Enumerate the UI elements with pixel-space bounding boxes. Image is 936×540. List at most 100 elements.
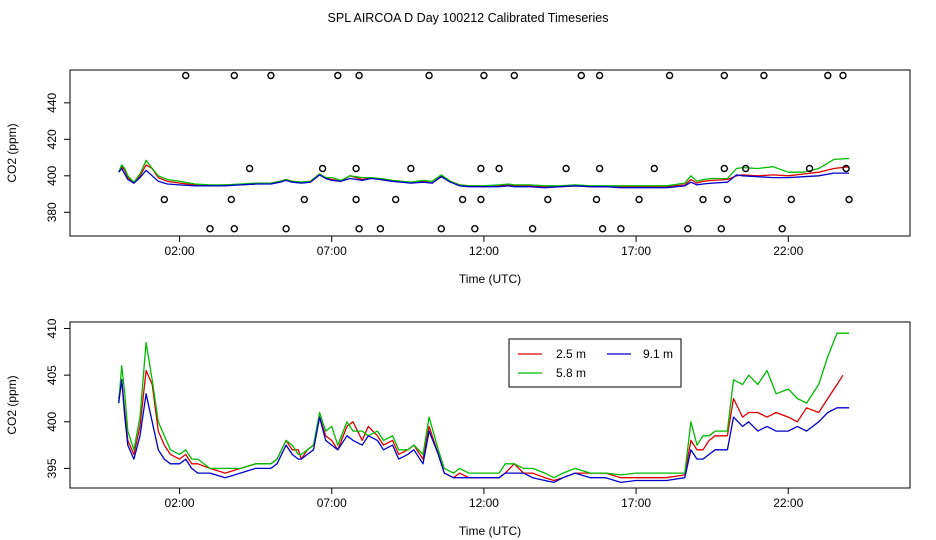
series-line-9-1-m <box>118 167 850 189</box>
y-tick-label: 395 <box>45 458 59 478</box>
sample-marker <box>650 164 658 173</box>
sample-marker <box>684 224 692 233</box>
y-tick-label: 440 <box>45 93 59 113</box>
sample-marker <box>267 71 275 80</box>
sample-marker <box>495 164 503 173</box>
y-tick-label: 410 <box>45 318 59 338</box>
legend-box <box>508 338 682 388</box>
top-panel-frame <box>69 69 911 237</box>
legend-label-9-1m: 9.1 m <box>643 347 673 361</box>
sample-marker <box>842 164 850 173</box>
sample-marker <box>720 71 728 80</box>
sample-marker <box>376 224 385 233</box>
bottom-panel-x-label: Time (UTC) <box>459 524 521 538</box>
sample-marker <box>510 71 518 80</box>
sample-marker <box>352 164 360 173</box>
sample-marker <box>300 195 308 204</box>
sample-marker <box>282 224 290 233</box>
sample-marker <box>839 71 847 80</box>
sample-marker <box>355 71 363 80</box>
x-tick-label: 22:00 <box>773 244 803 258</box>
y-tick-label: 405 <box>45 365 59 385</box>
sample-marker <box>699 195 707 204</box>
legend-label-2-5m: 2.5 m <box>556 347 586 361</box>
sample-marker <box>334 71 342 80</box>
sample-marker <box>352 195 360 204</box>
bottom-panel-series <box>118 332 850 484</box>
x-tick-label: 12:00 <box>469 244 499 258</box>
sample-marker <box>458 195 467 204</box>
bottom-panel-frame <box>69 321 911 489</box>
y-tick-label: 400 <box>45 411 59 431</box>
sample-marker <box>181 71 190 80</box>
x-tick-label: 07:00 <box>317 496 347 510</box>
sample-marker <box>528 224 537 233</box>
sample-marker <box>778 224 786 233</box>
sample-marker <box>160 195 169 204</box>
sample-marker <box>437 224 445 233</box>
sample-marker <box>595 164 604 173</box>
sample-marker <box>720 164 728 173</box>
top-panel-y-label: CO2 (ppm) <box>5 123 19 182</box>
top-panel: 02:00 07:00 12:00 17:00 22:00 380 400 420 440 T… <box>5 69 911 286</box>
sample-marker <box>665 71 674 80</box>
sample-marker <box>407 164 415 173</box>
sample-marker <box>318 164 327 173</box>
sample-marker <box>595 71 604 80</box>
sample-marker <box>592 195 601 204</box>
figure-title: SPL AIRCOA D Day 100212 Calibrated Times… <box>328 11 609 25</box>
x-tick-label: 02:00 <box>165 496 195 510</box>
legend-label-5-8m: 5.8 m <box>556 366 586 380</box>
series-line-5-8-m <box>118 157 850 187</box>
sample-marker <box>717 224 725 233</box>
sample-marker <box>230 224 239 233</box>
sample-marker <box>562 164 570 173</box>
sample-marker <box>760 71 768 80</box>
sample-marker <box>392 195 400 204</box>
sample-marker <box>635 195 643 204</box>
sample-marker <box>230 71 239 80</box>
legend: 2.5 m 5.8 m 9.1 m <box>508 338 682 388</box>
series-line-9-1-m <box>118 379 850 484</box>
sample-marker <box>206 224 214 233</box>
sample-marker <box>723 195 732 204</box>
sample-marker <box>227 195 236 204</box>
sample-marker <box>480 71 488 80</box>
series-line-5-8-m <box>118 332 850 479</box>
sample-marker <box>598 224 607 233</box>
sample-marker <box>355 224 363 233</box>
top-panel-series <box>118 157 850 189</box>
y-tick-label: 420 <box>45 129 59 149</box>
x-tick-label: 22:00 <box>773 496 803 510</box>
sample-marker <box>787 195 795 204</box>
x-tick-label: 17:00 <box>621 244 651 258</box>
top-panel-y-axis: 380 400 420 440 <box>45 93 71 222</box>
bottom-panel: 02:00 07:00 12:00 17:00 22:00 395 400 405 410 T… <box>5 318 911 538</box>
sample-marker <box>245 164 254 173</box>
sample-marker <box>477 195 485 204</box>
sample-marker <box>477 164 485 173</box>
series-line-2-5-m <box>118 369 844 482</box>
y-tick-label: 380 <box>45 202 59 222</box>
x-tick-label: 07:00 <box>317 244 347 258</box>
bottom-panel-y-label: CO2 (ppm) <box>5 375 19 434</box>
sample-marker <box>544 195 552 204</box>
x-tick-label: 02:00 <box>165 244 195 258</box>
sample-marker <box>805 164 814 173</box>
sample-marker <box>617 224 625 233</box>
sample-marker <box>425 71 433 80</box>
sample-marker <box>471 224 479 233</box>
top-panel-markers <box>160 71 853 233</box>
bottom-panel-x-axis: 02:00 07:00 12:00 17:00 22:00 <box>165 487 804 510</box>
top-panel-x-axis: 02:00 07:00 12:00 17:00 22:00 <box>165 235 804 258</box>
sample-marker <box>577 71 585 80</box>
x-tick-label: 17:00 <box>621 496 651 510</box>
y-tick-label: 400 <box>45 165 59 185</box>
sample-marker <box>742 164 750 173</box>
top-panel-x-label: Time (UTC) <box>459 272 521 286</box>
x-tick-label: 12:00 <box>469 496 499 510</box>
sample-marker <box>845 195 853 204</box>
bottom-panel-y-axis: 395 400 405 410 <box>45 318 71 478</box>
sample-marker <box>824 71 832 80</box>
